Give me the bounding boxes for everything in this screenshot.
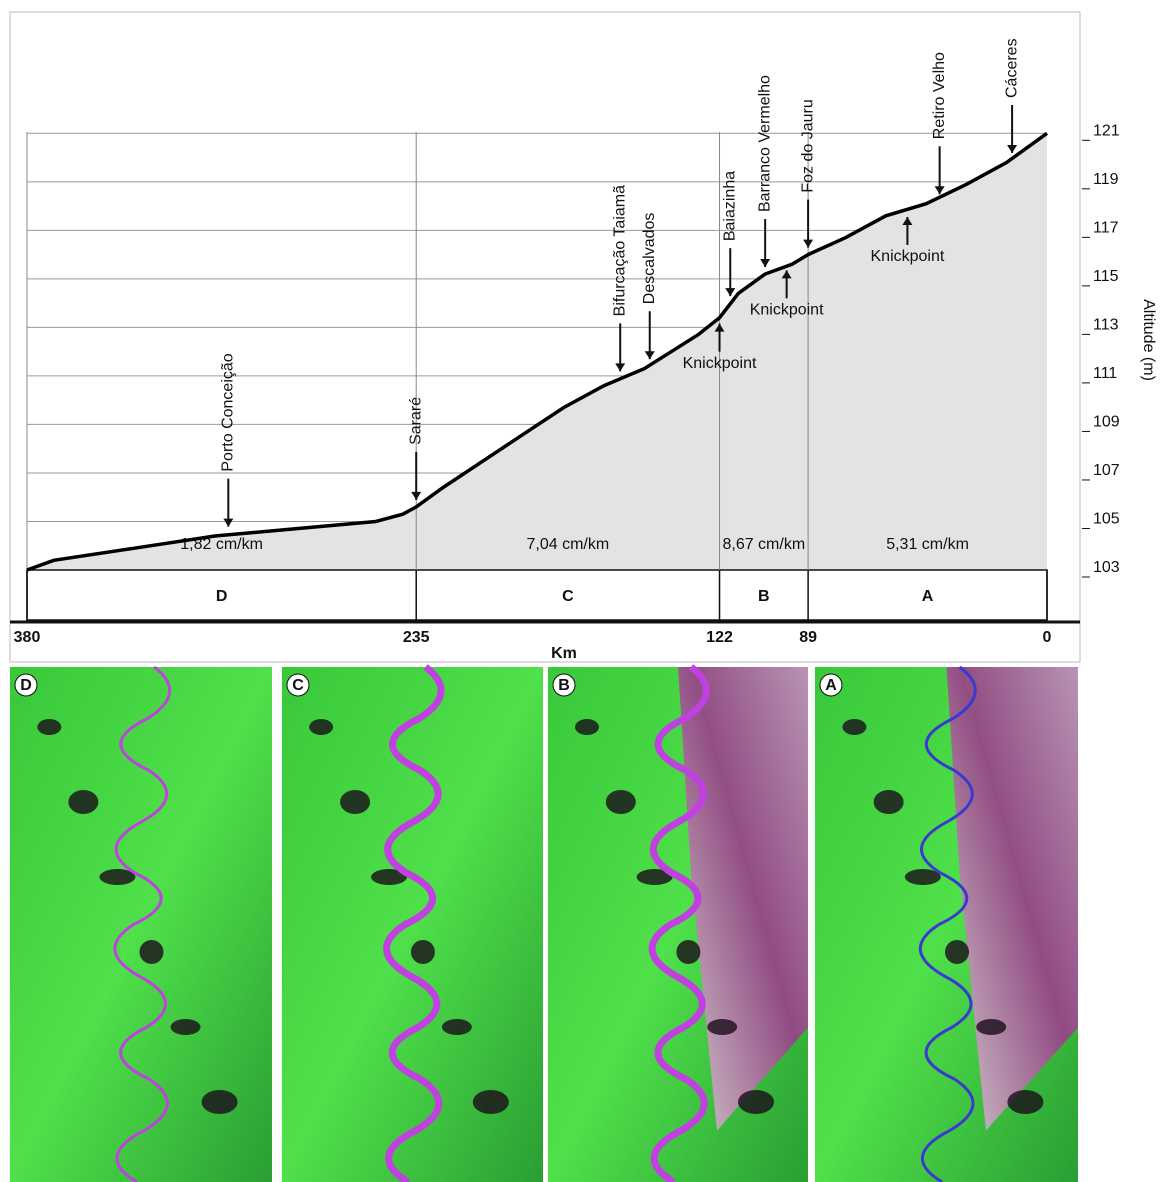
lake (606, 790, 636, 814)
lake (442, 1019, 472, 1035)
y-tick-label: 117 (1093, 220, 1119, 237)
place-label: Barranco Vermelho (756, 75, 773, 212)
segment-name: A (922, 588, 934, 605)
y-tick-label: 109 (1093, 414, 1120, 431)
arrow-head (223, 519, 233, 527)
place-label: Baiazinha (721, 171, 738, 241)
lake (874, 790, 904, 814)
segment-name: B (758, 588, 770, 605)
segment-gradient: 8,67 cm/km (722, 536, 805, 553)
lake (68, 790, 98, 814)
knickpoint-label: Knickpoint (750, 302, 824, 319)
lake (171, 1019, 201, 1035)
panel-label: A (825, 677, 837, 694)
panel-label: B (558, 677, 570, 694)
lake (738, 1090, 774, 1114)
lake (340, 790, 370, 814)
segment-box (27, 570, 1047, 620)
lake (139, 940, 163, 964)
arrow-head (645, 351, 655, 359)
panel-label: D (20, 677, 32, 694)
x-tick-label: 380 (14, 629, 41, 646)
place-label: Foz do Jauru (799, 99, 816, 192)
y-tick-label: 111 (1093, 365, 1117, 382)
figure: D C B A 103 105 107 109 111 113 115 117 119 121 Altit… (0, 0, 1167, 1182)
lake (202, 1090, 238, 1114)
arrow-head (760, 259, 770, 267)
profile-area (27, 133, 1047, 570)
lake (37, 719, 61, 735)
place-label: Bifurcação Taiamã (611, 185, 628, 316)
x-tick-label: 89 (799, 629, 817, 646)
lake (842, 719, 866, 735)
y-tick-label: 105 (1093, 511, 1120, 528)
y-tick-label: 103 (1093, 559, 1120, 576)
segment-name: D (216, 588, 228, 605)
arrow-head (615, 363, 625, 371)
x-tick-label: 0 (1043, 629, 1052, 646)
segment-gradient: 5,31 cm/km (886, 536, 969, 553)
y-axis-label: Altitude (m) (1140, 299, 1157, 381)
lake (945, 940, 969, 964)
arrow-head (1007, 145, 1017, 153)
lake (411, 940, 435, 964)
y-tick-label: 115 (1093, 268, 1119, 285)
knickpoint-label: Knickpoint (683, 355, 757, 372)
lake (575, 719, 599, 735)
lake (976, 1019, 1006, 1035)
arrow-head (411, 492, 421, 500)
panel-label: C (292, 677, 304, 694)
knickpoint-label: Knickpoint (871, 248, 945, 265)
lake (1007, 1090, 1043, 1114)
segment-name: C (562, 588, 574, 605)
y-tick-label: 107 (1093, 462, 1120, 479)
place-label: Retiro Velho (931, 52, 948, 139)
arrow-head (803, 240, 813, 248)
place-label: Porto Conceição (220, 353, 237, 471)
lake (309, 719, 333, 735)
place-label: Descalvados (641, 213, 658, 305)
x-axis-label: Km (551, 645, 577, 662)
lake (676, 940, 700, 964)
arrow-head (935, 186, 945, 194)
x-tick-label: 122 (706, 629, 733, 646)
lake (707, 1019, 737, 1035)
y-tick-label: 121 (1093, 123, 1120, 140)
y-tick-label: 113 (1093, 317, 1119, 334)
segment-gradient: 7,04 cm/km (527, 536, 610, 553)
y-tick-label: 119 (1093, 171, 1119, 188)
x-tick-label: 235 (403, 629, 430, 646)
lake (473, 1090, 509, 1114)
place-label: Cáceres (1003, 38, 1020, 98)
place-label: Sararé (407, 397, 424, 445)
arrow-head (725, 288, 735, 296)
